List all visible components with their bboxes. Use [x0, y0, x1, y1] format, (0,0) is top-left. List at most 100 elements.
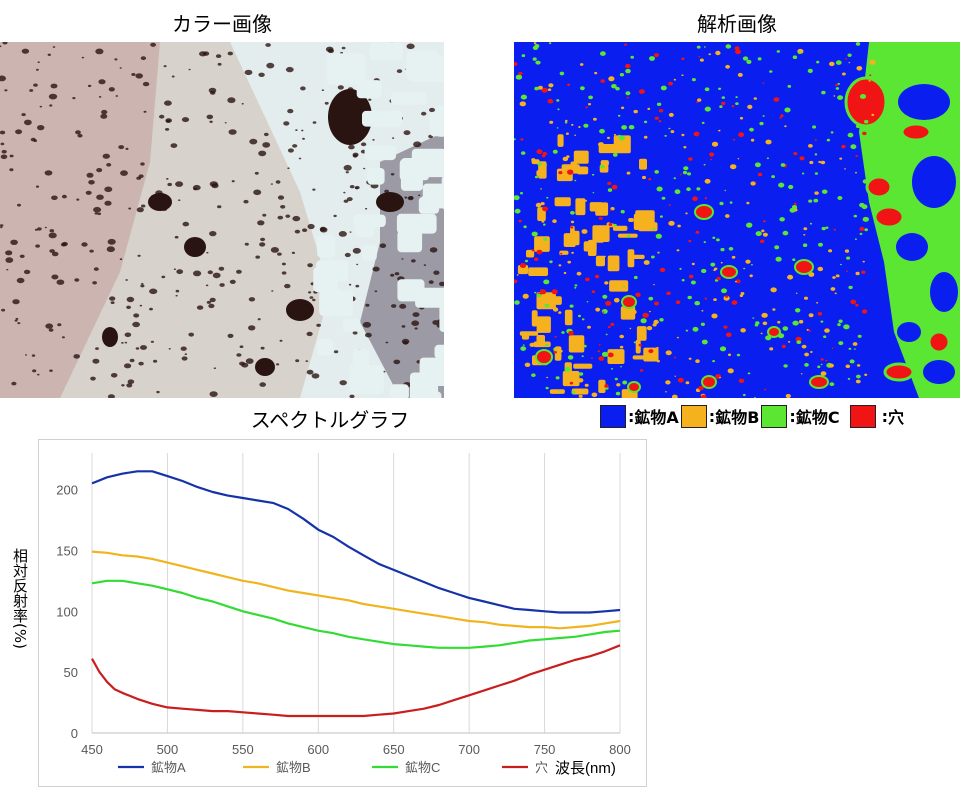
analysis-island-mineral-a: [923, 360, 955, 384]
analysis-speckle: [529, 342, 535, 347]
analysis-speckle: [518, 71, 523, 76]
analysis-speckle: [653, 319, 659, 325]
analysis-speckle: [532, 45, 539, 50]
analysis-speckle: [746, 59, 752, 64]
analysis-hole: [794, 259, 814, 275]
legend-label-mineral-a: 鉱物A: [634, 408, 679, 427]
analysis-speckle: [658, 120, 662, 123]
color-pore: [136, 207, 144, 213]
analysis-speckle: [520, 94, 527, 100]
color-pore: [114, 58, 118, 61]
color-pore: [306, 331, 313, 337]
analysis-speckle: [820, 363, 823, 366]
analysis-speckle: [571, 123, 574, 126]
color-bright-grain: [356, 80, 382, 99]
analysis-speckle: [593, 117, 597, 121]
analysis-speckle: [540, 289, 547, 295]
color-pore: [348, 283, 352, 286]
color-pore: [393, 359, 401, 365]
color-pore: [87, 84, 92, 88]
analysis-speckle: [588, 95, 593, 100]
analysis-speckle: [835, 274, 840, 278]
analysis-speckle: [556, 127, 559, 129]
color-pore: [205, 284, 209, 287]
color-pore: [349, 394, 355, 398]
analysis-speckle: [639, 369, 644, 372]
analysis-speckle: [730, 164, 737, 170]
analysis-speckle: [540, 188, 542, 190]
analysis-speckle: [643, 135, 648, 139]
color-pore: [98, 96, 102, 98]
color-pore: [127, 379, 135, 385]
analysis-speckle: [749, 274, 753, 278]
color-dark-pore: [328, 89, 372, 145]
color-bright-grain: [390, 384, 409, 398]
color-pore: [57, 323, 62, 327]
color-pore: [403, 341, 409, 345]
analysis-speckle: [543, 279, 550, 285]
analysis-speckle: [823, 335, 827, 339]
color-dark-pore: [148, 193, 172, 211]
color-pore: [306, 369, 314, 375]
color-pore: [161, 275, 166, 279]
analysis-speckle: [720, 261, 723, 264]
legend-label-mineral-c: 鉱物C: [795, 408, 840, 427]
color-pore: [125, 147, 129, 150]
analysis-speckle: [770, 287, 777, 293]
analysis-speckle: [605, 333, 608, 336]
color-pore: [107, 394, 115, 398]
analysis-speckle: [821, 226, 826, 231]
color-pore: [403, 130, 411, 136]
color-pore: [0, 224, 4, 227]
color-pink-region: [0, 42, 160, 398]
color-pore: [21, 48, 30, 54]
analysis-speckle: [821, 189, 828, 194]
analysis-speckle: [698, 385, 704, 391]
analysis-speckle: [762, 321, 768, 326]
analysis-speckle: [531, 158, 536, 162]
analysis-speckle: [801, 172, 805, 175]
analysis-speckle: [579, 63, 584, 66]
analysis-speckle: [547, 98, 554, 104]
color-pore: [10, 239, 18, 245]
analysis-speckle: [820, 160, 826, 165]
color-pore: [208, 303, 215, 309]
analysis-speckle: [719, 376, 721, 379]
color-pore: [93, 206, 102, 213]
analysis-speckle: [857, 89, 860, 92]
analysis-speckle: [681, 279, 685, 282]
color-pore: [255, 255, 260, 259]
analysis-speckle: [854, 238, 857, 240]
analysis-speckle: [830, 287, 836, 291]
analysis-patch-mineral-b: [600, 160, 609, 166]
color-pore: [287, 148, 294, 153]
analysis-speckle: [565, 119, 568, 122]
analysis-speckle: [643, 260, 650, 265]
color-pore: [92, 281, 97, 285]
analysis-speckle: [739, 116, 744, 120]
color-pore: [178, 199, 181, 201]
analysis-speckle: [628, 125, 635, 130]
analysis-speckle: [592, 192, 595, 194]
analysis-speckle: [611, 184, 618, 190]
color-pore: [47, 53, 51, 56]
color-pore: [262, 213, 267, 217]
color-pore: [287, 167, 290, 169]
color-pore: [165, 119, 171, 123]
color-pore: [166, 178, 169, 180]
analysis-speckle: [683, 146, 687, 149]
analysis-hole: [873, 205, 905, 229]
analysis-speckle: [838, 319, 843, 323]
color-pore: [139, 304, 143, 307]
analysis-island-mineral-a: [898, 84, 950, 120]
color-pore: [263, 132, 269, 137]
color-pore: [49, 369, 53, 372]
color-pore: [236, 269, 242, 274]
analysis-speckle: [522, 344, 525, 346]
analysis-speckle: [701, 121, 705, 124]
analysis-speckle: [821, 90, 826, 95]
color-pore: [231, 180, 235, 183]
analysis-speckle: [600, 79, 605, 83]
analysis-speckle: [846, 256, 851, 260]
color-pore: [140, 284, 145, 288]
